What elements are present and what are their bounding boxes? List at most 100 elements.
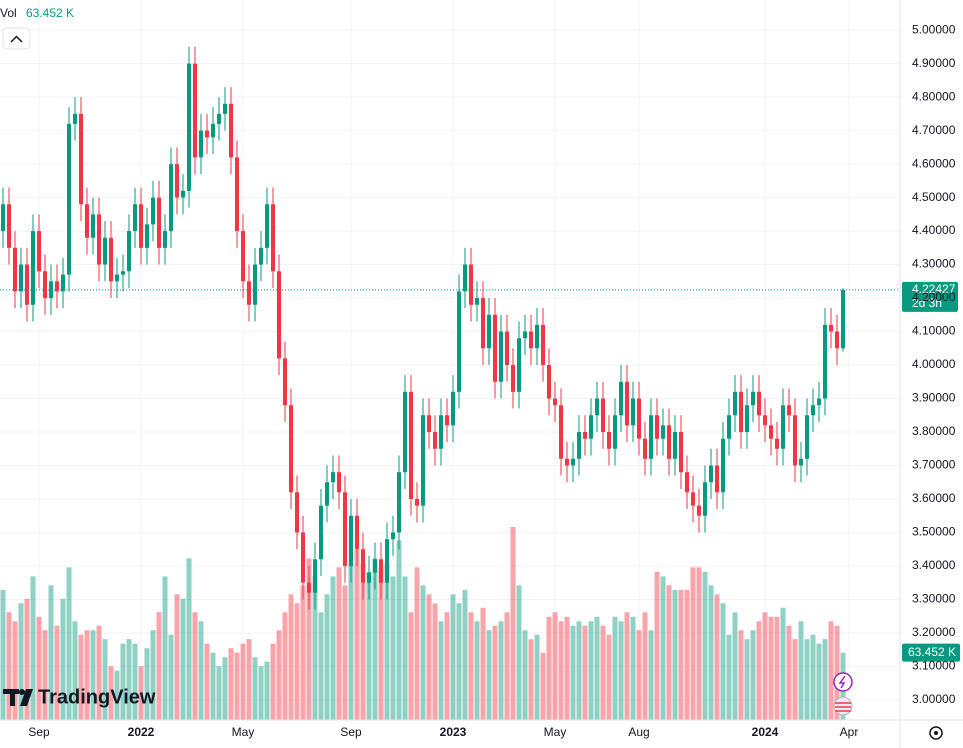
candle-body [733, 391, 737, 416]
candle-body [211, 123, 215, 138]
candle-body [781, 405, 785, 449]
candle-body [535, 324, 539, 349]
events-icon[interactable] [833, 672, 853, 692]
volume-bar [108, 666, 114, 720]
x-tick-label: Sep [28, 725, 50, 739]
volume-bar [126, 639, 132, 720]
candle-body [427, 415, 431, 432]
candle-body [457, 291, 461, 392]
candle-body [367, 572, 371, 583]
candle-body [583, 432, 587, 439]
candle-body [565, 458, 569, 466]
candle-body [253, 264, 257, 305]
x-tick-label: 2024 [752, 725, 779, 739]
volume-bar [234, 652, 240, 720]
y-tick-label: 4.50000 [912, 190, 956, 204]
volume-bar [138, 666, 144, 720]
candle-body [187, 63, 191, 191]
volume-bar [48, 585, 54, 720]
volume-bar [480, 607, 486, 720]
candle-layer [1, 46, 845, 610]
volume-bar [696, 567, 702, 720]
candle-body [349, 515, 353, 566]
candle-body [157, 197, 161, 248]
volume-bar [786, 625, 792, 720]
volume-bar [180, 598, 186, 720]
candle-body [43, 271, 47, 299]
volume-bar [834, 625, 840, 720]
settings-icon[interactable] [929, 726, 943, 740]
candle-body [265, 204, 269, 248]
volume-bar [486, 630, 492, 720]
volume-bar [162, 576, 168, 720]
candle-body [361, 549, 365, 583]
volume-bar [294, 603, 300, 720]
y-tick-label: 4.20000 [912, 290, 956, 304]
collapse-button[interactable] [2, 27, 31, 50]
candle-body [91, 214, 95, 238]
volume-bar [132, 643, 138, 720]
candle-body [673, 432, 677, 459]
volume-bar [312, 576, 318, 720]
volume-title: Vol [0, 6, 17, 20]
candle-body [793, 415, 797, 466]
volume-bar [240, 643, 246, 720]
candle-body [199, 130, 203, 158]
volume-bar [0, 589, 6, 720]
candle-body [493, 314, 497, 382]
candle-body [115, 274, 119, 282]
candle-body [331, 472, 335, 483]
candle-body [667, 425, 671, 459]
candle-body [301, 532, 305, 583]
volume-bar [66, 567, 72, 720]
volume-bar [744, 639, 750, 720]
volume-bar [780, 607, 786, 720]
candle-body [487, 314, 491, 349]
volume-bar [438, 621, 444, 720]
candle-body [277, 271, 281, 359]
candle-body [517, 338, 521, 392]
x-tick-label: May [544, 725, 567, 739]
candle-body [421, 415, 425, 506]
candle-body [775, 438, 779, 449]
volume-bar [756, 621, 762, 720]
volume-tag-label: 63.452 K [908, 645, 956, 659]
candle-body [403, 391, 407, 473]
volume-bar [264, 661, 270, 720]
volume-bar [552, 612, 558, 720]
candle-body [721, 438, 725, 493]
volume-bar [432, 603, 438, 720]
y-tick-label: 3.90000 [912, 391, 956, 405]
volume-bar [366, 571, 372, 720]
y-tick-label: 3.70000 [912, 458, 956, 472]
candle-body [247, 281, 251, 305]
candle-body [625, 381, 629, 426]
volume-tag [902, 643, 960, 662]
candle-body [547, 365, 551, 399]
y-tick-label: 4.40000 [912, 223, 956, 237]
volume-bar [402, 576, 408, 720]
volume-bar [288, 594, 294, 720]
volume-bar [450, 594, 456, 720]
volume-bar [72, 621, 78, 720]
volume-bar [174, 594, 180, 720]
candle-body [691, 492, 695, 506]
candle-body [631, 398, 635, 426]
candle-body [541, 324, 545, 366]
candle-body [151, 197, 155, 225]
volume-bar [630, 616, 636, 720]
volume-bar [600, 625, 606, 720]
candle-body [523, 331, 527, 339]
volume-bar [396, 540, 402, 720]
candle-body [73, 113, 77, 124]
candle-body [739, 391, 743, 432]
y-tick-label: 3.10000 [912, 659, 956, 673]
candle-body [241, 231, 245, 282]
volume-header-value: 63.452 K [26, 6, 74, 20]
volume-bar [474, 621, 480, 720]
volume-bar [804, 639, 810, 720]
economic-events-icon[interactable] [833, 696, 853, 716]
candle-body [121, 271, 125, 275]
candle-body [409, 391, 413, 499]
